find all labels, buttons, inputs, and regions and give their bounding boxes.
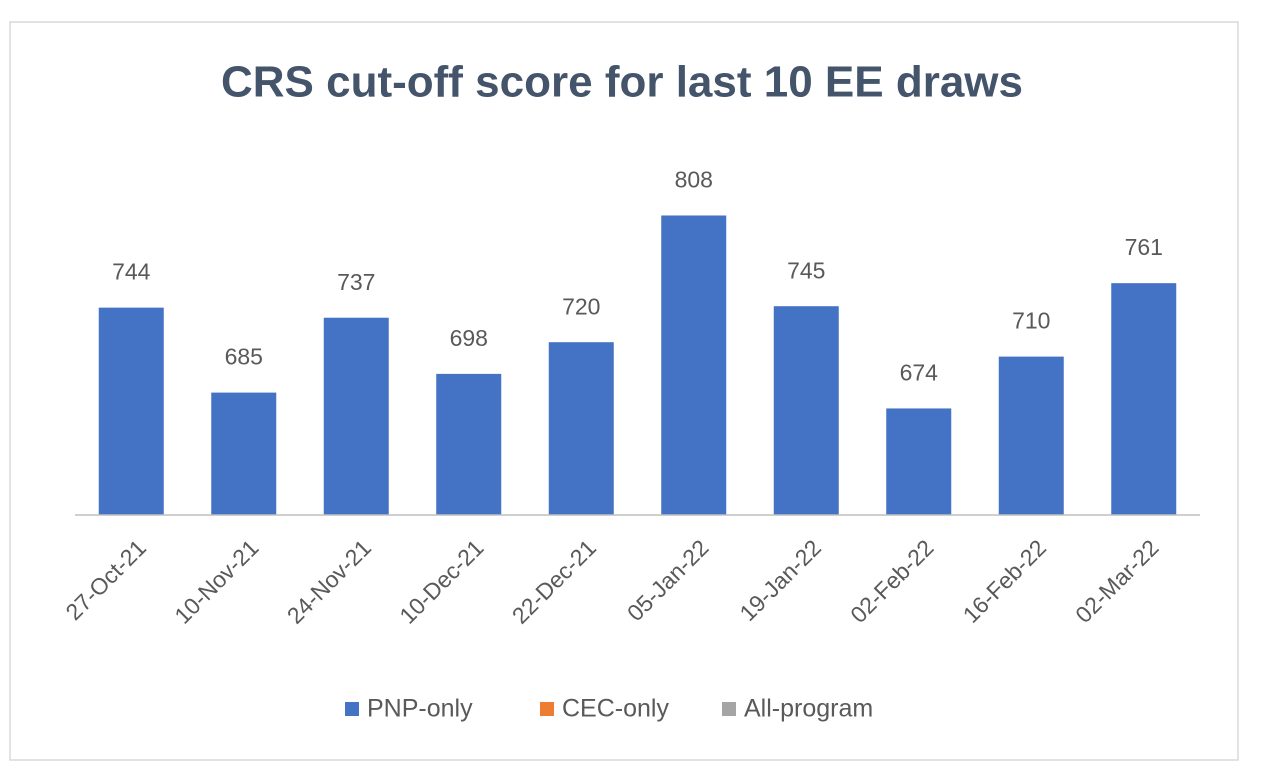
- legend-swatch: [722, 702, 736, 716]
- bar: [661, 215, 727, 516]
- data-label: 808: [675, 167, 713, 193]
- bar: [98, 307, 164, 515]
- legend-label: CEC-only: [562, 695, 669, 723]
- data-label: 737: [337, 269, 375, 295]
- data-label: 761: [1125, 234, 1163, 260]
- data-label: 744: [112, 259, 151, 285]
- data-label: 745: [787, 257, 825, 283]
- bar: [998, 356, 1064, 515]
- data-label: 674: [900, 360, 939, 386]
- bar: [886, 408, 952, 515]
- legend-swatch: [540, 702, 554, 716]
- chart-title: CRS cut-off score for last 10 EE draws: [221, 58, 1023, 107]
- bar: [436, 373, 502, 515]
- bar: [548, 342, 614, 515]
- bar: [773, 306, 839, 515]
- legend-label: PNP-only: [367, 695, 473, 723]
- data-label: 710: [1012, 308, 1050, 334]
- bar: [211, 392, 277, 515]
- bar: [1111, 283, 1177, 515]
- data-label: 720: [562, 293, 600, 319]
- bar: [323, 317, 389, 515]
- data-label: 698: [450, 325, 488, 351]
- legend-label: All-program: [744, 695, 873, 723]
- data-label: 685: [225, 344, 263, 370]
- legend-swatch: [345, 702, 359, 716]
